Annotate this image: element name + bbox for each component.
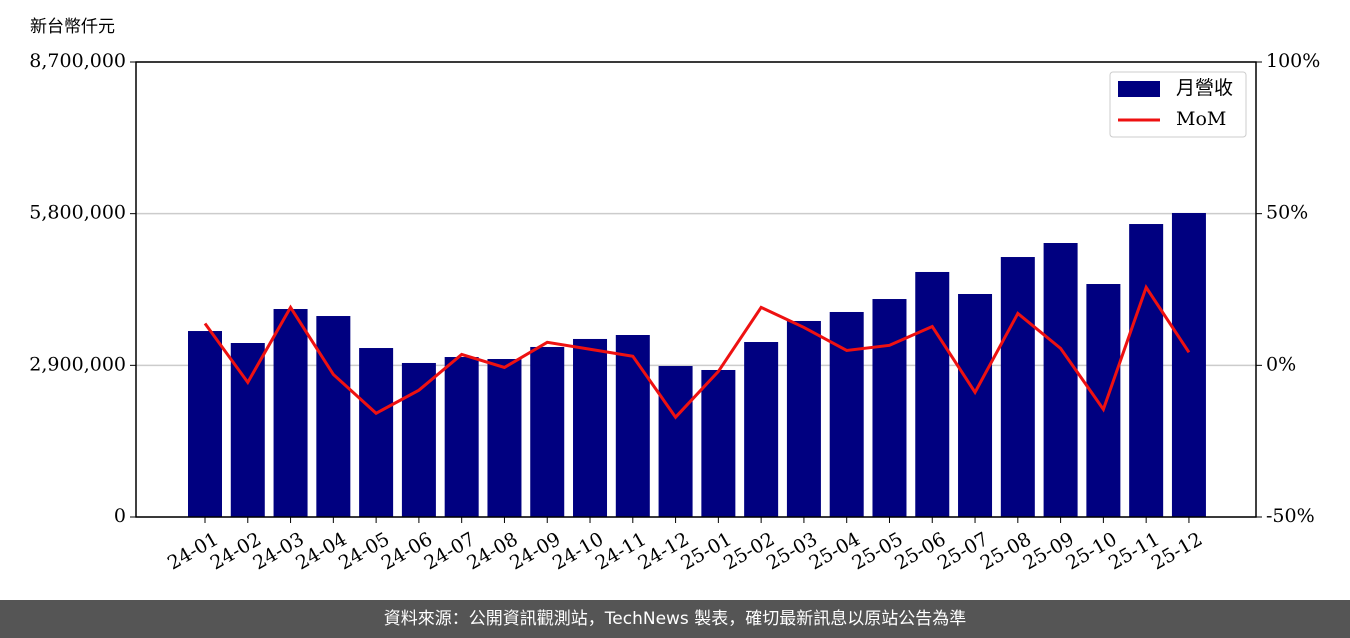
bar: [1043, 243, 1078, 517]
bar: [188, 331, 222, 517]
bar: [744, 342, 779, 517]
bar: [444, 357, 479, 517]
y-tick-label: 5,800,000: [29, 202, 126, 224]
footer: 資料來源：公開資訊觀測站，TechNews 製表，確切最新訊息以原站公告為準: [0, 600, 1350, 638]
chart: 新台幣仟元 0 2,900,000 5,800,000 8,700,000 -50% 0%…: [29, 17, 1320, 574]
bar: [316, 316, 351, 517]
bar: [273, 309, 308, 517]
bar: [872, 299, 907, 517]
legend: 月營收 MoM: [1109, 71, 1247, 138]
y2-tick-label: 0%: [1266, 353, 1296, 375]
bar: [359, 348, 394, 517]
bar: [530, 346, 565, 517]
y2-tick-label: -50%: [1266, 505, 1315, 527]
bar: [230, 343, 265, 517]
bar: [915, 271, 950, 517]
y-tick-label: 8,700,000: [29, 50, 126, 72]
bar: [701, 369, 736, 517]
y-tick-label: 0: [114, 505, 126, 527]
bar: [573, 338, 608, 517]
bar: [1000, 257, 1035, 517]
bar: [658, 366, 693, 517]
x-tick-label: 25-12: [1148, 528, 1206, 574]
y2-tick-label: 50%: [1266, 202, 1308, 224]
y-tick-label: 2,900,000: [29, 353, 126, 375]
bar: [401, 362, 436, 517]
bar: [615, 335, 650, 517]
bar: [1129, 224, 1164, 517]
line: [203, 284, 1191, 420]
legend-label: MoM: [1176, 108, 1226, 130]
y2-tick-label: 100%: [1266, 50, 1320, 72]
bar: [786, 320, 821, 517]
y-axis-label: 新台幣仟元: [30, 17, 115, 37]
legend-label: 月營收: [1176, 77, 1233, 99]
bar: [958, 293, 993, 517]
plot-frame: [135, 61, 1257, 518]
bar: [829, 311, 864, 517]
bar: [1171, 212, 1206, 517]
bar: [1086, 284, 1121, 517]
legend-swatch: [1118, 81, 1160, 97]
bar: [487, 359, 522, 517]
